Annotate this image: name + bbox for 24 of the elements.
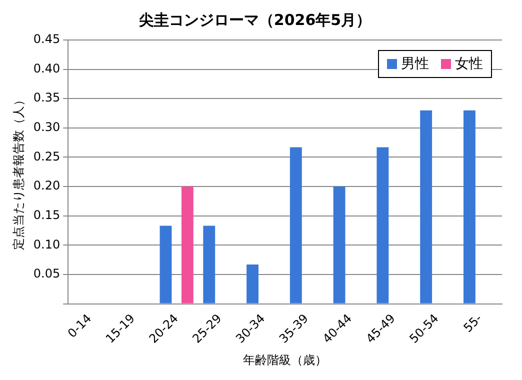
y-tick-label: 0.15: [33, 208, 60, 222]
y-tick-label: 0.05: [33, 266, 60, 281]
bar: [463, 110, 476, 304]
bar: [160, 226, 172, 304]
bar: [203, 226, 216, 304]
y-tick-label: 0.10: [33, 237, 60, 252]
x-tick-label: 55-: [460, 311, 485, 336]
bar: [420, 110, 432, 304]
legend-label: 男性: [401, 55, 429, 73]
chart-title: 尖圭コンジローマ（2026年5月）: [138, 10, 372, 29]
y-tick-label: 0.40: [33, 61, 60, 76]
y-tick-label: 0.20: [33, 178, 60, 193]
y-tick-label: 0.35: [33, 90, 60, 105]
bar: [246, 264, 258, 304]
x-axis-title: 年齢階級（歳）: [243, 352, 328, 367]
y-axis-title: 定点当たり患者報告数（人）: [11, 94, 26, 250]
bar: [181, 186, 194, 304]
bar: [290, 147, 302, 304]
y-tick-label: 0.25: [33, 149, 60, 164]
y-tick-label: 0.30: [33, 120, 60, 134]
legend-label: 女性: [455, 55, 483, 73]
bar: [333, 186, 346, 304]
bar: [376, 147, 389, 304]
y-tick-label: 0.45: [33, 32, 60, 46]
